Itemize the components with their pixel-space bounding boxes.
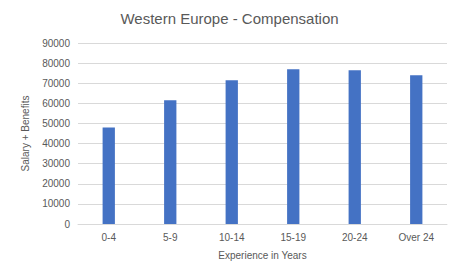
- svg-text:Salary + Benefits: Salary + Benefits: [20, 96, 31, 172]
- svg-text:Experience in Years: Experience in Years: [218, 250, 306, 261]
- svg-text:20000: 20000: [42, 178, 70, 189]
- svg-text:30000: 30000: [42, 158, 70, 169]
- svg-text:0-4: 0-4: [102, 232, 117, 243]
- svg-text:Over 24: Over 24: [398, 232, 434, 243]
- svg-text:50000: 50000: [42, 118, 70, 129]
- svg-text:0: 0: [64, 219, 70, 230]
- svg-text:10000: 10000: [42, 198, 70, 209]
- svg-text:5-9: 5-9: [163, 232, 178, 243]
- svg-text:20-24: 20-24: [342, 232, 368, 243]
- svg-text:10-14: 10-14: [219, 232, 245, 243]
- svg-text:60000: 60000: [42, 98, 70, 109]
- svg-text:80000: 80000: [42, 58, 70, 69]
- svg-text:90000: 90000: [42, 38, 70, 49]
- svg-text:Western Europe - Compensation: Western Europe - Compensation: [120, 10, 338, 27]
- svg-text:70000: 70000: [42, 78, 70, 89]
- svg-text:15-19: 15-19: [280, 232, 306, 243]
- svg-text:40000: 40000: [42, 138, 70, 149]
